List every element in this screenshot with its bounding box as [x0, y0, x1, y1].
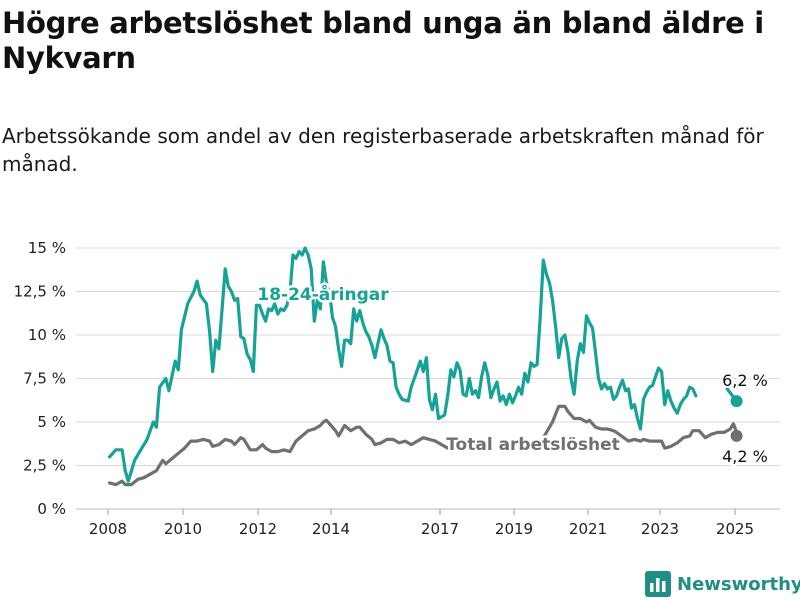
- y-tick-label: 2,5 %: [23, 457, 66, 475]
- youth-end-value: 6,2 %: [722, 371, 768, 390]
- y-tick-label: 5 %: [37, 413, 66, 431]
- gridlines: [76, 247, 780, 510]
- series-line-total-tail: [538, 404, 739, 450]
- total-endpoint-marker: [730, 429, 743, 442]
- y-tick-label: 12,5 %: [14, 283, 66, 301]
- y-axis: 0 % 2,5 % 5 % 7,5 % 10 % 12,5 % 15 %: [14, 239, 66, 518]
- x-tick-label: 2023: [641, 520, 679, 538]
- x-tick-label: 2017: [421, 520, 459, 538]
- newsworthy-logo: Newsworthy: [645, 569, 800, 599]
- x-tick-label: 2010: [164, 520, 202, 538]
- youth-endpoint-marker: [730, 395, 743, 408]
- x-tick-label: 2014: [312, 520, 350, 538]
- x-tick-label: 2021: [569, 520, 607, 538]
- y-tick-label: 10 %: [28, 326, 66, 344]
- x-tick-label: 2012: [239, 520, 277, 538]
- bar-chart-icon: [645, 571, 671, 597]
- y-tick-label: 7,5 %: [23, 370, 66, 388]
- x-tick-label: 2008: [89, 520, 127, 538]
- page-title: Högre arbetslöshet bland unga än bland ä…: [2, 6, 764, 75]
- x-tick-label: 2025: [716, 520, 754, 538]
- x-tick-label: 2019: [495, 520, 533, 538]
- total-end-value: 4,2 %: [722, 447, 768, 466]
- series-line-youth: [108, 246, 698, 483]
- y-tick-label: 0 %: [37, 500, 66, 518]
- brand-name: Newsworthy: [677, 573, 800, 595]
- y-tick-label: 15 %: [28, 239, 66, 257]
- labels: 18-24-åringar Total arbetslöshet 6,2 % 4,2 …: [255, 281, 770, 469]
- x-axis: 2008 2010 2012 2014 2017 2019 2021 2023 2025: [89, 509, 754, 538]
- series-line-total: [108, 418, 484, 487]
- series-label-total: Total arbetslöshet: [446, 435, 620, 455]
- series-label-youth: 18-24-åringar: [257, 283, 389, 305]
- series: [108, 246, 743, 487]
- subtitle: Arbetssökande som andel av den registerb…: [2, 124, 764, 176]
